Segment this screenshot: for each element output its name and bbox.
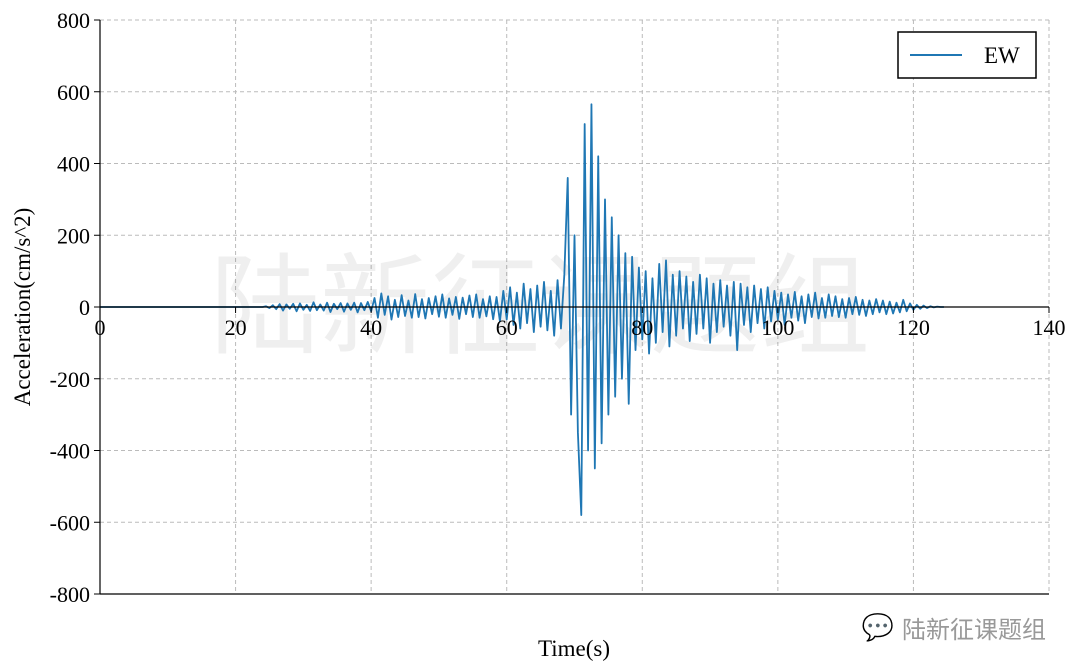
y-tick-label: 0 <box>79 295 90 320</box>
corner-watermark: 💬 陆新征课题组 <box>862 610 1046 645</box>
y-tick-label: -800 <box>50 582 90 607</box>
x-axis-label: Time(s) <box>538 636 610 661</box>
series-line-EW <box>100 103 944 516</box>
x-tick-label: 100 <box>761 315 794 340</box>
y-tick-label: -200 <box>50 367 90 392</box>
legend-label: EW <box>984 43 1020 68</box>
corner-watermark-text: 陆新征课题组 <box>902 616 1046 644</box>
wechat-icon: 💬 <box>861 612 894 643</box>
y-tick-label: 400 <box>57 152 90 177</box>
y-tick-label: 600 <box>57 80 90 105</box>
y-tick-label: -400 <box>50 439 90 464</box>
y-tick-label: -600 <box>50 510 90 535</box>
y-tick-label: 200 <box>57 223 90 248</box>
x-tick-label: 40 <box>360 315 382 340</box>
legend: EW <box>897 31 1037 79</box>
y-axis-label: Acceleration(cm/s^2) <box>10 208 35 407</box>
x-tick-label: 120 <box>897 315 930 340</box>
x-tick-label: 80 <box>631 315 653 340</box>
x-tick-label: 20 <box>225 315 247 340</box>
y-tick-label: 800 <box>57 8 90 33</box>
x-tick-label: 140 <box>1033 315 1066 340</box>
x-tick-label: 60 <box>496 315 518 340</box>
